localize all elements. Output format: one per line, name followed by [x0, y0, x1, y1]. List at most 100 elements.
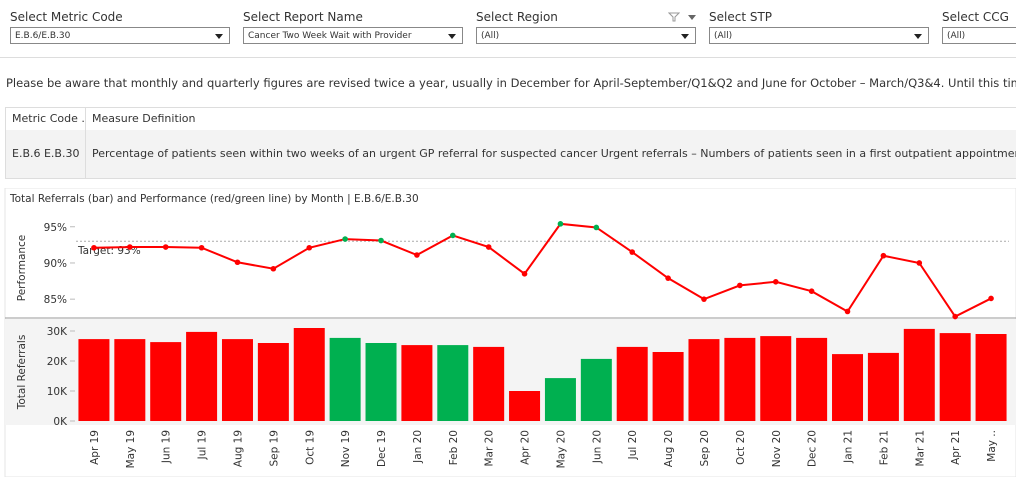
- y-tick-label: 10K: [47, 386, 68, 398]
- performance-point: [988, 295, 994, 302]
- dropdown[interactable]: (All): [476, 27, 696, 44]
- x-tick-label: Sep 19: [268, 430, 280, 467]
- filter-label: Select Region: [476, 10, 558, 24]
- bar: [580, 358, 612, 421]
- x-tick-label: Jul 20: [627, 430, 639, 460]
- bar: [867, 352, 899, 421]
- chart: Total Referrals (bar) and Performance (r…: [4, 188, 1016, 477]
- bar: [509, 391, 541, 421]
- y-tick-label: 0K: [53, 416, 68, 428]
- y-axis-title: Total Referrals: [16, 335, 28, 411]
- bar: [832, 354, 864, 421]
- bar: [724, 337, 756, 421]
- y-tick-label: 85%: [44, 294, 67, 306]
- bar: [473, 346, 505, 421]
- x-tick-label: Apr 21: [950, 430, 962, 465]
- y-tick-label: 30K: [47, 326, 68, 338]
- performance-point: [557, 221, 564, 227]
- bar: [186, 331, 218, 421]
- header-cell: Measure Definition: [92, 112, 196, 125]
- x-tick-label: Jan 21: [843, 430, 855, 464]
- filter-label: Select Report Name: [243, 10, 363, 24]
- x-tick-label: Aug 20: [663, 430, 675, 467]
- x-tick-label: Sep 20: [699, 430, 711, 467]
- performance-point: [593, 224, 600, 231]
- bar: [652, 352, 684, 421]
- y-axis-title: Performance: [16, 235, 28, 302]
- performance-point: [665, 275, 671, 281]
- bar: [437, 345, 469, 421]
- x-tick-label: Mar 20: [484, 430, 496, 467]
- performance-point: [378, 237, 384, 244]
- chart-title: Total Referrals (bar) and Performance (r…: [9, 193, 419, 205]
- performance-point: [952, 313, 958, 320]
- x-tick-label: Nov 20: [771, 430, 783, 467]
- x-tick-label: Jul 19: [197, 430, 209, 460]
- x-tick-label: Mar 21: [914, 430, 926, 467]
- performance-point: [234, 259, 241, 266]
- filter-label: Select STP: [709, 10, 773, 24]
- dropdown[interactable]: (All): [709, 27, 929, 44]
- performance-point: [737, 282, 743, 289]
- performance-point: [701, 296, 707, 302]
- bar: [939, 333, 971, 421]
- notice: Please be aware that monthly and quarter…: [6, 76, 1016, 90]
- x-tick-label: Feb 20: [448, 430, 460, 465]
- cell: Percentage of patients seen within two w…: [86, 130, 1016, 178]
- x-tick-label: Apr 19: [89, 430, 101, 465]
- x-tick-label: Dec 19: [376, 430, 388, 467]
- dropdown[interactable]: (All): [942, 27, 1016, 44]
- performance-point: [808, 288, 815, 295]
- performance-line: [93, 222, 992, 318]
- bar: [114, 339, 146, 421]
- header-cell: Metric Code .: [6, 108, 86, 130]
- cell: E.B.6 E.B.30: [6, 130, 86, 178]
- y-tick-label: 95%: [44, 222, 67, 234]
- filter-menu-arrow[interactable]: [688, 15, 696, 20]
- dropdown[interactable]: Cancer Two Week Wait with Provider: [243, 27, 463, 44]
- performance-point: [162, 244, 169, 250]
- performance-point: [198, 244, 205, 251]
- x-tick-label: Apr 20: [520, 430, 532, 465]
- x-tick-label: Jun 20: [591, 430, 603, 464]
- bar: [150, 342, 182, 421]
- x-tick-label: Aug 19: [232, 430, 244, 467]
- bar: [796, 337, 828, 421]
- x-tick-label: Dec 20: [807, 430, 819, 467]
- dropdown[interactable]: E.B.6/E.B.30: [10, 27, 230, 44]
- bar: [221, 339, 253, 421]
- performance-point: [485, 244, 492, 250]
- performance-point: [449, 232, 456, 239]
- bar: [365, 343, 397, 421]
- bar: [760, 336, 792, 421]
- bar: [544, 378, 576, 421]
- performance-point: [342, 236, 348, 242]
- y-tick-label: 20K: [47, 356, 68, 368]
- filter-label: Select CCG: [942, 10, 1009, 24]
- x-tick-label: Feb 21: [878, 430, 890, 465]
- x-tick-label: Jan 20: [412, 430, 424, 464]
- x-tick-label: May ..: [986, 430, 998, 462]
- bar: [293, 328, 325, 421]
- x-tick-label: Oct 20: [735, 430, 747, 465]
- bar: [903, 328, 935, 421]
- performance-point: [127, 244, 133, 250]
- bar: [78, 339, 110, 421]
- performance-point: [772, 278, 779, 285]
- performance-point: [521, 271, 528, 277]
- separator: [0, 57, 1016, 58]
- bar: [257, 343, 289, 421]
- performance-point: [91, 244, 97, 251]
- definition-table: Metric Code . Measure Definition E.B.6 E…: [5, 107, 1016, 179]
- x-tick-label: Oct 19: [304, 430, 316, 465]
- x-tick-label: Nov 19: [340, 430, 352, 467]
- performance-point: [270, 265, 277, 272]
- bar: [616, 346, 648, 421]
- performance-point: [880, 252, 887, 259]
- bar: [688, 339, 720, 421]
- x-tick-label: May 19: [125, 430, 137, 468]
- performance-point: [414, 252, 420, 258]
- bar: [401, 345, 433, 421]
- filter-icon[interactable]: [668, 11, 680, 23]
